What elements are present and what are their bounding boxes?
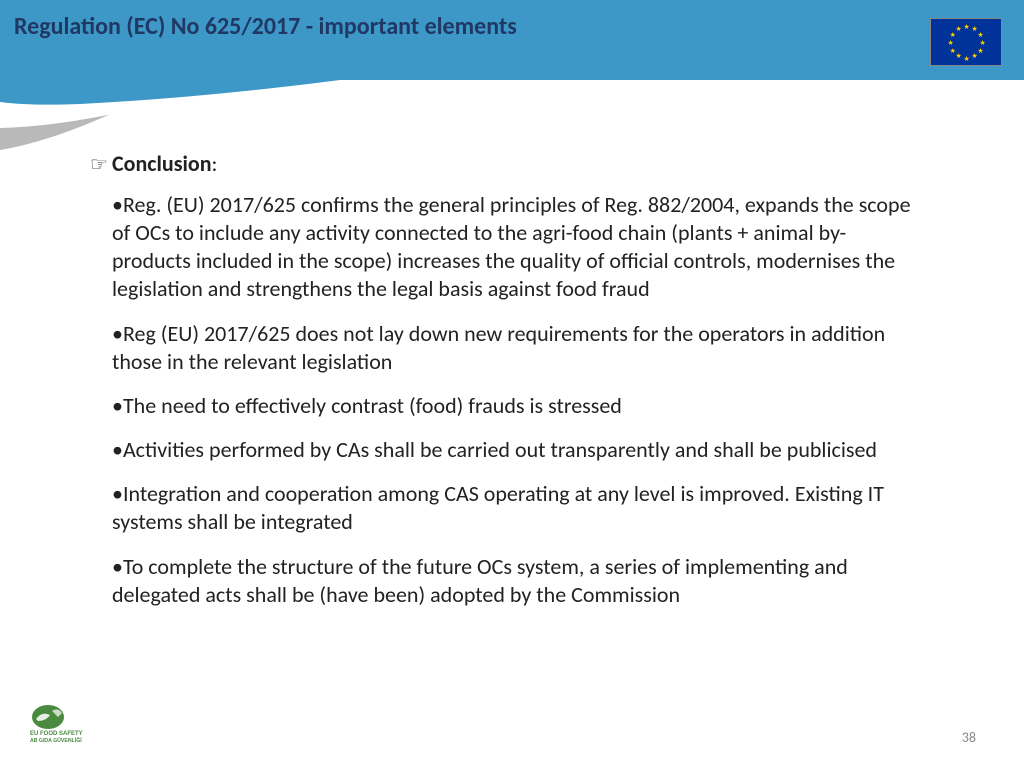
bullet-item: •Integration and cooperation among CAS o… [112,480,912,536]
eu-star-icon: ★ [977,32,982,37]
content-area: ☞ Conclusion: •Reg. (EU) 2017/625 confir… [112,150,912,625]
slide-title: Regulation (EC) No 625/2017 - important … [14,12,517,41]
bullet-item: •Reg. (EU) 2017/625 confirms the general… [112,191,912,304]
logo-text-bottom: AB GIDA GÜVENLİĞİ [30,736,82,744]
conclusion-label: Conclusion [112,150,212,177]
eu-star-icon: ★ [950,32,955,37]
page-number: 38 [962,729,976,746]
eu-star-icon: ★ [972,26,977,31]
eu-star-icon: ★ [948,40,953,45]
conclusion-colon: : [212,150,218,177]
conclusion-heading: ☞ Conclusion: [112,150,912,177]
eu-star-icon: ★ [964,24,969,29]
bullet-item: •The need to effectively contrast (food)… [112,392,912,420]
eu-star-icon: ★ [972,53,977,58]
logo-text-top: EU FOOD SAFETY [30,731,83,737]
bullet-item: •To complete the structure of the future… [112,553,912,609]
footer-logo: EU FOOD SAFETY AB GIDA GÜVENLİĞİ [28,701,100,750]
pointing-hand-icon: ☞ [90,152,108,177]
eu-star-icon: ★ [964,56,969,61]
bullet-item: •Reg (EU) 2017/625 does not lay down new… [112,320,912,376]
eu-star-icon: ★ [977,48,982,53]
eu-star-icon: ★ [956,53,961,58]
bullet-item: •Activities performed by CAs shall be ca… [112,436,912,464]
eu-star-icon: ★ [956,26,961,31]
eu-star-icon: ★ [980,40,985,45]
eu-star-icon: ★ [950,48,955,53]
slide: Regulation (EC) No 625/2017 - important … [0,0,1024,768]
eu-flag-icon: ★★★★★★★★★★★★ [930,18,1002,66]
header-swoosh [0,80,1024,160]
